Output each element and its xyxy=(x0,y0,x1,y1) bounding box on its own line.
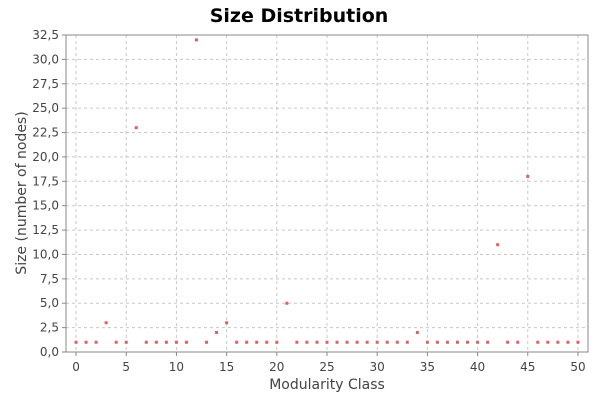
x-tick-label: 35 xyxy=(420,360,435,374)
data-point xyxy=(536,340,540,344)
data-point xyxy=(225,321,229,325)
x-tick-label: 0 xyxy=(72,360,80,374)
y-tick-label: 32,5 xyxy=(32,28,59,42)
data-point xyxy=(74,340,78,344)
y-tick-label: 12,5 xyxy=(32,223,59,237)
data-point xyxy=(405,340,409,344)
data-point xyxy=(506,340,510,344)
data-point xyxy=(144,340,148,344)
data-point xyxy=(566,340,570,344)
data-point xyxy=(215,330,219,334)
data-point xyxy=(114,340,118,344)
data-point xyxy=(385,340,389,344)
x-tick-label: 5 xyxy=(122,360,130,374)
y-tick-label: 2,5 xyxy=(40,321,59,335)
data-point xyxy=(496,243,500,247)
data-point xyxy=(365,340,369,344)
data-point xyxy=(265,340,269,344)
data-point xyxy=(335,340,339,344)
y-tick-label: 22,5 xyxy=(32,126,59,140)
x-tick-label: 20 xyxy=(269,360,284,374)
data-point xyxy=(275,340,279,344)
data-point xyxy=(486,340,490,344)
data-point xyxy=(164,340,168,344)
data-point xyxy=(395,340,399,344)
data-point xyxy=(285,301,289,305)
x-tick-label: 45 xyxy=(520,360,535,374)
data-point xyxy=(415,330,419,334)
data-point xyxy=(526,174,530,178)
data-point xyxy=(375,340,379,344)
data-point xyxy=(435,340,439,344)
x-tick-label: 40 xyxy=(470,360,485,374)
data-points xyxy=(74,38,580,344)
data-point xyxy=(84,340,88,344)
data-point xyxy=(305,340,309,344)
data-point xyxy=(445,340,449,344)
data-point xyxy=(134,126,138,130)
x-tick-label: 15 xyxy=(219,360,234,374)
data-point xyxy=(255,340,259,344)
data-point xyxy=(456,340,459,344)
x-axis-ticks: 0 5 10 15 20 25 30 35 40 45 50 xyxy=(72,352,586,374)
y-tick-label: 25,0 xyxy=(32,101,59,115)
data-point xyxy=(94,340,98,344)
data-point xyxy=(315,340,319,344)
data-point xyxy=(104,321,108,325)
y-tick-label: 27,5 xyxy=(32,77,59,91)
x-tick-label: 25 xyxy=(319,360,334,374)
x-tick-label: 30 xyxy=(370,360,385,374)
chart-title: Size Distribution xyxy=(210,5,389,27)
y-tick-label: 15,0 xyxy=(32,199,59,213)
data-point xyxy=(516,340,520,344)
y-tick-label: 17,5 xyxy=(32,174,59,188)
x-axis-label: Modularity Class xyxy=(269,377,385,393)
x-tick-label: 50 xyxy=(570,360,585,374)
data-point xyxy=(235,340,239,344)
y-tick-label: 7,5 xyxy=(40,272,59,286)
data-point xyxy=(425,340,429,344)
data-point xyxy=(355,340,359,344)
data-point xyxy=(476,340,480,344)
data-point xyxy=(295,340,299,344)
data-point xyxy=(556,340,560,344)
data-point xyxy=(154,340,158,344)
y-tick-label: 10,0 xyxy=(32,247,59,261)
data-point xyxy=(466,340,470,344)
data-point xyxy=(195,38,198,42)
data-point xyxy=(205,340,209,344)
data-point xyxy=(546,340,550,344)
y-tick-label: 5,0 xyxy=(40,296,59,310)
y-axis-label: Size (number of nodes) xyxy=(14,111,30,274)
data-point xyxy=(174,340,178,344)
x-tick-label: 10 xyxy=(169,360,184,374)
data-point xyxy=(325,340,329,344)
data-point xyxy=(124,340,128,344)
y-axis-ticks: 0,0 2,5 5,0 7,5 10,0 12,5 15,0 17,5 20,0 22,5 25,0… xyxy=(32,28,66,359)
data-point xyxy=(245,340,249,344)
data-point xyxy=(576,340,580,344)
data-point xyxy=(184,340,188,344)
y-tick-label: 0,0 xyxy=(40,345,59,359)
grid xyxy=(66,34,588,353)
y-tick-label: 30,0 xyxy=(32,52,59,66)
y-tick-label: 20,0 xyxy=(32,150,59,164)
data-point xyxy=(345,340,349,344)
